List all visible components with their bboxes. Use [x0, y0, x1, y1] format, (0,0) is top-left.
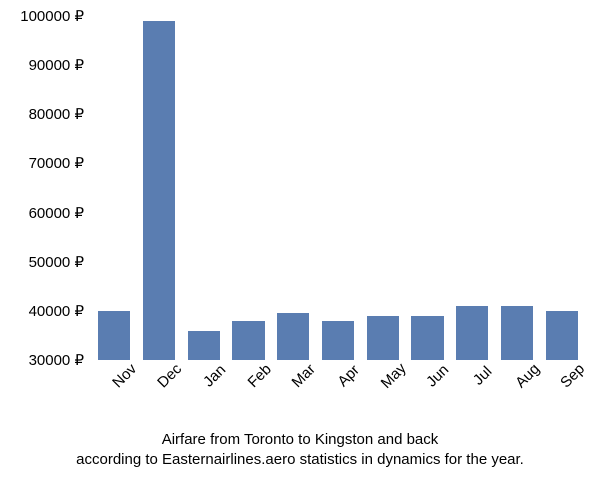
y-tick-label: 50000 ₽ — [29, 253, 92, 271]
chart-caption: Airfare from Toronto to Kingston and bac… — [0, 430, 600, 471]
bar — [143, 21, 175, 360]
y-tick-label: 40000 ₽ — [29, 302, 92, 320]
y-tick-label: 80000 ₽ — [29, 105, 92, 123]
y-tick-label: 30000 ₽ — [29, 351, 92, 369]
airfare-bar-chart: 30000 ₽ 40000 ₽ 50000 ₽ 60000 ₽ 70000 ₽ 80000… — [0, 0, 600, 500]
y-tick-label: 60000 ₽ — [29, 204, 92, 222]
y-tick-label: 70000 ₽ — [29, 154, 92, 172]
y-tick-label: 100000 ₽ — [20, 7, 92, 25]
plot-area: 30000 ₽40000 ₽50000 ₽60000 ₽70000 ₽80000… — [92, 16, 584, 360]
y-tick-label: 90000 ₽ — [29, 56, 92, 74]
